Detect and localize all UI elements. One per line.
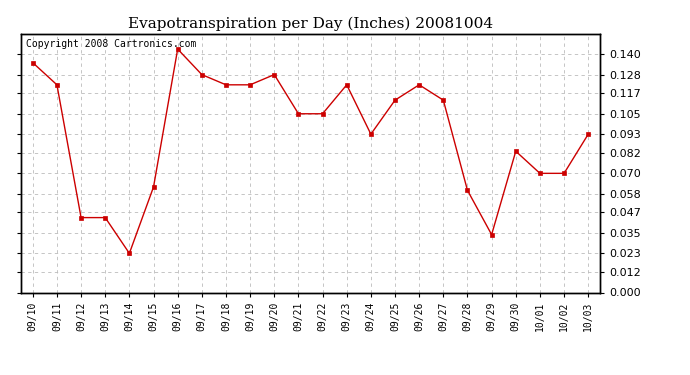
Title: Evapotranspiration per Day (Inches) 20081004: Evapotranspiration per Day (Inches) 2008…	[128, 17, 493, 31]
Text: Copyright 2008 Cartronics.com: Copyright 2008 Cartronics.com	[26, 39, 197, 49]
